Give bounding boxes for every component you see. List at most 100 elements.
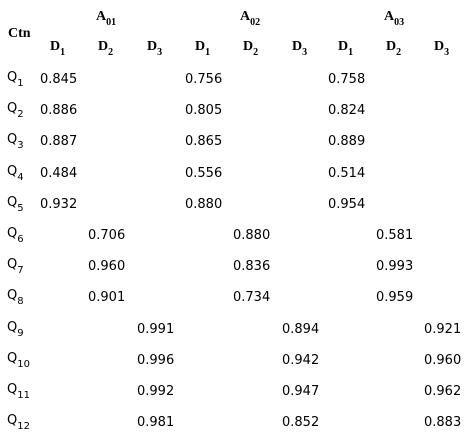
row-label-base: Q	[7, 350, 18, 366]
column-header-sub: 1	[60, 47, 66, 58]
row-label: Q5	[7, 194, 24, 214]
row-label-base: Q	[7, 413, 18, 429]
column-header-sub: 3	[157, 47, 163, 58]
row-label: Q12	[7, 413, 30, 432]
column-header: D3	[292, 39, 308, 58]
group-header-base: A	[384, 9, 395, 24]
column-header-base: D	[98, 39, 109, 54]
cell-value: 0.889	[328, 134, 366, 150]
column-header: D3	[434, 39, 450, 58]
row-label-base: Q	[7, 194, 18, 210]
row-label: Q7	[7, 257, 24, 276]
row-label-base: Q	[7, 319, 18, 335]
group-header: A03	[384, 9, 405, 28]
row-label-base: Q	[7, 70, 18, 85]
column-header-base: D	[292, 39, 303, 54]
row-label-sub: 7	[17, 265, 24, 277]
column-header: D3	[147, 39, 163, 58]
cell-value: 0.865	[185, 134, 223, 150]
column-header: D2	[243, 39, 258, 58]
cell-value: 0.981	[137, 415, 175, 431]
column-header-base: D	[338, 39, 349, 54]
cell-value: 0.852	[282, 415, 320, 431]
cell-value: 0.883	[424, 415, 462, 431]
column-header-base: D	[50, 39, 61, 54]
cell-value: 0.947	[282, 384, 320, 399]
cell-value: 0.901	[88, 290, 126, 306]
cell-value: 0.992	[137, 384, 175, 399]
group-header: A01	[96, 9, 116, 28]
cell-value: 0.996	[137, 352, 175, 368]
row-label: Q6	[7, 226, 24, 245]
row-label-base: Q	[7, 288, 18, 304]
cell-value: 0.991	[137, 321, 175, 337]
cell-value: 0.805	[185, 103, 223, 119]
cell-value: 0.962	[424, 384, 462, 399]
group-header-sub: 02	[250, 17, 261, 28]
row-label: Q9	[7, 319, 24, 339]
cell-value: 0.894	[282, 321, 320, 337]
row-label-sub: 2	[17, 109, 24, 121]
row-label-sub: 3	[17, 140, 24, 152]
row-label: Q4	[7, 163, 24, 183]
row-label-base: Q	[7, 132, 18, 148]
cell-value: 0.887	[40, 134, 78, 150]
cell-value: 0.880	[233, 228, 271, 243]
group-header-base: A	[240, 9, 251, 24]
cell-value: 0.734	[233, 290, 271, 306]
group-header-base: A	[96, 9, 107, 24]
cell-value: 0.845	[40, 72, 78, 87]
column-header-sub: 2	[396, 47, 402, 58]
cell-value: 0.706	[88, 228, 126, 243]
cell-value: 0.836	[233, 259, 271, 275]
column-header-base: D	[386, 39, 397, 54]
cell-value: 0.960	[88, 259, 126, 275]
row-label: Q1	[7, 70, 24, 89]
column-header-sub: 2	[108, 47, 114, 58]
row-label: Q11	[7, 382, 30, 401]
cell-value: 0.581	[376, 228, 414, 243]
row-label-sub: 8	[17, 296, 24, 308]
row-label: Q2	[7, 101, 24, 120]
column-header-base: D	[434, 39, 445, 54]
row-label-base: Q	[7, 101, 18, 117]
cell-value: 0.954	[328, 196, 366, 212]
column-header-sub: 3	[302, 47, 308, 58]
row-label-sub: 12	[17, 421, 30, 433]
column-header: D2	[98, 39, 114, 58]
column-header: D1	[195, 39, 211, 58]
cell-value: 0.942	[282, 352, 320, 368]
column-header-sub: 1	[205, 47, 211, 58]
column-header-sub: 3	[444, 47, 450, 58]
row-label-sub: 4	[17, 171, 24, 183]
cell-value: 0.960	[424, 352, 462, 368]
cell-value: 0.758	[328, 72, 366, 87]
column-header: D1	[50, 39, 66, 58]
column-header: D1	[338, 39, 354, 58]
row-label: Q8	[7, 288, 24, 307]
column-header-base: D	[195, 39, 206, 54]
corner-label: Ctn	[8, 26, 31, 41]
row-label-sub: 6	[17, 234, 24, 245]
cell-value: 0.824	[328, 103, 366, 119]
column-header-sub: 1	[348, 47, 354, 58]
group-header-sub: 03	[394, 17, 405, 28]
cell-value: 0.556	[185, 165, 223, 181]
column-header-base: D	[243, 39, 254, 54]
row-label-base: Q	[7, 382, 18, 397]
cell-value: 0.959	[376, 290, 414, 306]
row-label: Q3	[7, 132, 24, 151]
cell-value: 0.932	[40, 196, 78, 212]
cell-value: 0.993	[376, 259, 414, 275]
row-label-base: Q	[7, 257, 18, 273]
row-label-sub: 11	[17, 390, 30, 401]
row-label-sub: 9	[17, 327, 24, 339]
row-label-sub: 1	[17, 78, 24, 89]
row-label-base: Q	[7, 163, 18, 179]
column-header: D2	[386, 39, 402, 58]
group-header: A02	[240, 9, 261, 28]
row-label: Q10	[7, 350, 30, 370]
cell-value: 0.921	[424, 321, 462, 337]
row-label-base: Q	[7, 226, 18, 241]
